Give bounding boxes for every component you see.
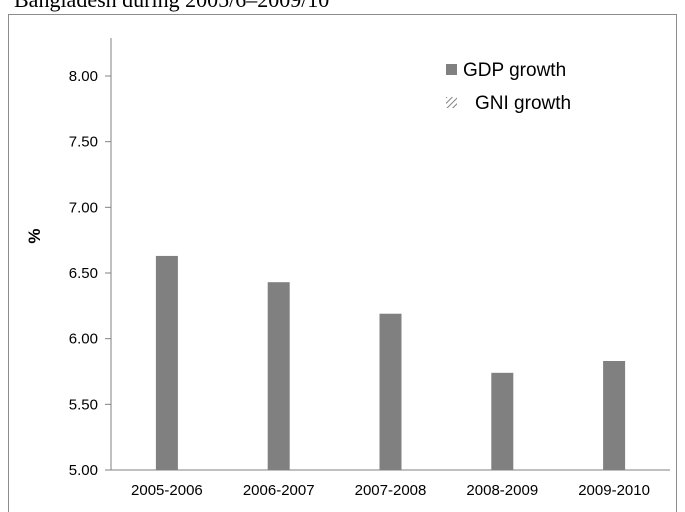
legend: GDP growth GNI growth bbox=[446, 60, 571, 114]
y-tick-label: 7.00 bbox=[69, 199, 98, 216]
bar-gdp-growth bbox=[491, 372, 514, 470]
legend-swatch-gdp bbox=[446, 64, 457, 75]
x-tick-label: 2006-2007 bbox=[243, 482, 315, 499]
y-tick-label: 6.50 bbox=[69, 265, 98, 282]
y-tick-label: 5.50 bbox=[69, 396, 98, 413]
legend-label-gni: GNI growth bbox=[475, 93, 571, 114]
bar-gdp-growth bbox=[155, 255, 178, 470]
y-tick-label: 6.00 bbox=[69, 331, 98, 348]
bar-gdp-growth bbox=[603, 360, 626, 470]
y-tick-label: 5.00 bbox=[69, 462, 98, 479]
y-axis-title: % bbox=[25, 228, 44, 243]
figure-caption: Bangladesh during 2005/6–2009/10 bbox=[14, 0, 329, 14]
x-tick-label: 2008-2009 bbox=[466, 482, 538, 499]
bar-gdp-growth bbox=[379, 313, 402, 470]
x-axis: 2005-2006 2006-2007 2007-2008 2008-2009 2009… bbox=[111, 469, 670, 499]
x-tick-label: 2005-2006 bbox=[131, 482, 203, 499]
bars bbox=[155, 255, 626, 470]
legend-label-gdp: GDP growth bbox=[463, 60, 566, 81]
bar-gdp-growth bbox=[267, 282, 290, 470]
x-tick-label: 2009-2010 bbox=[578, 482, 650, 499]
y-tick-label: 7.50 bbox=[69, 134, 98, 151]
y-tick-label: 8.00 bbox=[69, 68, 98, 85]
x-tick-label: 2007-2008 bbox=[355, 482, 427, 499]
y-axis: 5.00 5.50 6.00 6.50 7.00 7.50 8.00 bbox=[69, 38, 112, 479]
chart-frame bbox=[8, 14, 677, 512]
legend-swatch-gni bbox=[446, 97, 457, 108]
